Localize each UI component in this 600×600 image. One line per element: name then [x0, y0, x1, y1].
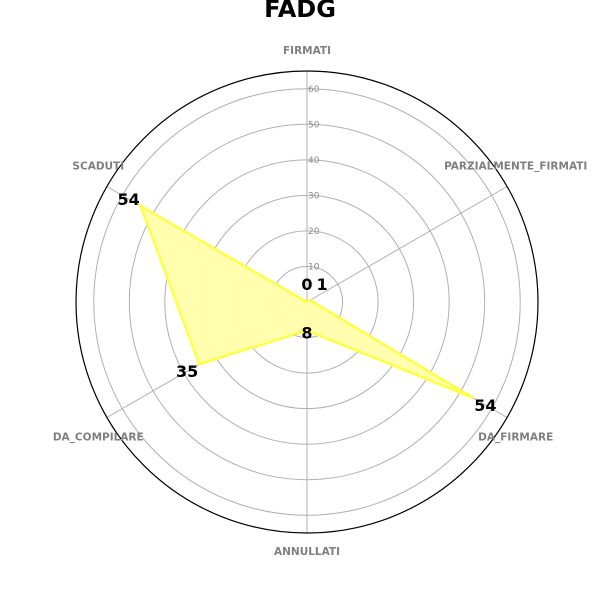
axis-label-annullati: ANNULLATI [274, 546, 340, 558]
spoke-parzialmente-firmati [306, 186, 508, 303]
r-tick-label-20: 20 [308, 227, 320, 237]
data-label-firmati: 0 [301, 275, 312, 294]
data-label-da-compilare: 35 [176, 362, 198, 381]
axis-label-scaduti: SCADUTI [72, 161, 124, 173]
r-tick-label-50: 50 [308, 120, 320, 130]
series-area [138, 203, 474, 400]
data-label-parzialmente-firmati: 1 [317, 275, 328, 294]
axis-label-firmati: FIRMATI [283, 45, 331, 57]
data-label-annullati: 8 [301, 323, 312, 342]
data-layer [138, 203, 474, 400]
chart-title: FADG [264, 0, 336, 23]
axis-label-da-firmare: DA_FIRMARE [478, 432, 553, 444]
outer-frame [75, 70, 539, 534]
axis-label-parzialmente-firmati: PARZIALMENTE_FIRMATI [444, 161, 587, 173]
label-layer: 10 20 30 40 50 60 FIRMATI PARZIALMENTE_FIRMATI D… [53, 45, 587, 558]
r-tick-label-10: 10 [308, 262, 320, 272]
axis-label-da-compilare: DA_COMPILARE [53, 432, 144, 444]
data-label-scaduti: 54 [118, 190, 140, 209]
r-tick-label-30: 30 [308, 191, 320, 201]
data-label-da-firmare: 54 [474, 396, 496, 415]
r-tick-label-40: 40 [308, 156, 320, 166]
r-tick-label-60: 60 [308, 85, 320, 95]
